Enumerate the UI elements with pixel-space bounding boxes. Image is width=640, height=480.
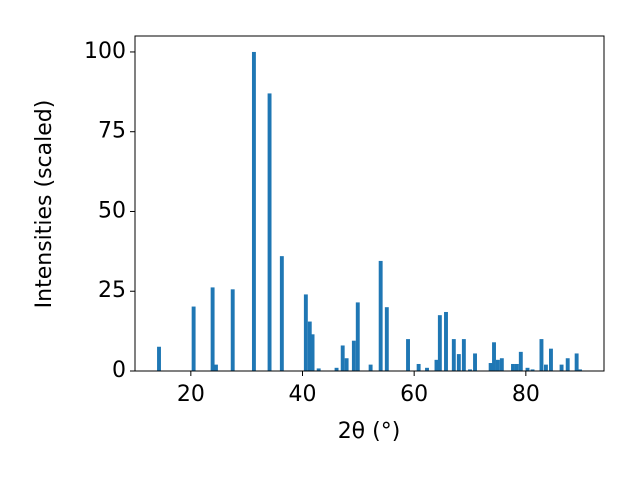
y-tick-label: 0 (112, 358, 126, 383)
bar (559, 364, 564, 371)
bar (518, 351, 523, 371)
bar (468, 369, 472, 371)
bar (214, 364, 218, 371)
bar (514, 363, 519, 371)
bar (451, 339, 456, 371)
bar (378, 260, 383, 371)
bar (310, 334, 315, 371)
y-tick-label: 100 (84, 39, 126, 64)
bar (488, 363, 493, 371)
bar (434, 359, 439, 371)
bar (406, 339, 410, 371)
bar (539, 339, 544, 371)
plot-frame (134, 35, 605, 372)
bar (334, 367, 339, 371)
x-tick-label: 20 (177, 382, 205, 407)
bar (191, 306, 196, 371)
bar (316, 368, 321, 371)
bar (303, 294, 308, 371)
bar (549, 348, 553, 371)
bar (251, 51, 256, 371)
bar (543, 364, 548, 371)
bar (492, 342, 496, 371)
x-tick-label: 60 (400, 382, 428, 407)
bar (511, 363, 515, 371)
y-tick-label: 50 (98, 198, 126, 223)
bar (230, 289, 235, 371)
bar (368, 364, 373, 371)
bar (210, 287, 215, 371)
bar (279, 256, 284, 371)
bar (351, 340, 356, 371)
y-tick-label: 25 (98, 278, 126, 303)
bar (355, 302, 360, 371)
bar (384, 307, 389, 371)
bar (499, 358, 504, 371)
bar (461, 339, 466, 371)
bar (416, 363, 421, 371)
bar (530, 369, 535, 371)
bar (157, 346, 161, 371)
bar (525, 367, 530, 371)
x-axis-label: 2θ (°) (338, 419, 401, 444)
bar (267, 93, 272, 371)
bar (574, 353, 579, 371)
bar (344, 358, 349, 371)
bar (307, 321, 312, 371)
x-tick-label: 80 (512, 382, 540, 407)
bar (456, 354, 461, 371)
bar (473, 353, 477, 371)
y-tick-label: 75 (98, 119, 126, 144)
x-tick-label: 40 (289, 382, 317, 407)
bar (340, 345, 345, 371)
bar (425, 367, 429, 371)
bar (444, 311, 448, 371)
bar (495, 359, 500, 371)
bar (437, 315, 442, 371)
y-axis-label: Intensities (scaled) (32, 100, 57, 309)
bar (565, 358, 570, 371)
bar (578, 369, 582, 371)
